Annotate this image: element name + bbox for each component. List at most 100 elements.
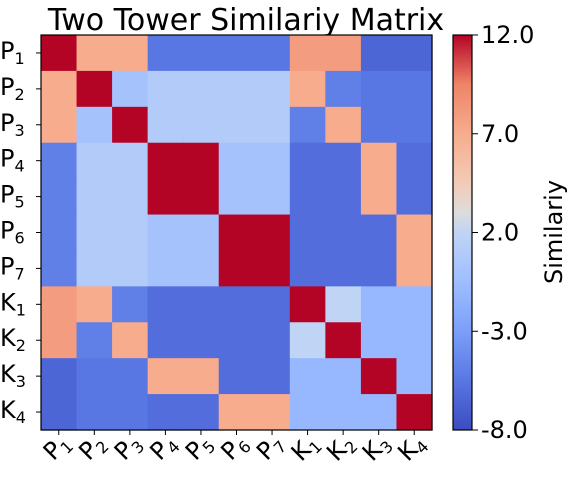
heatmap-cell-r8-c3 (112, 286, 149, 323)
colorbar-tick-label: 7.0 (481, 120, 519, 148)
heatmap-cell-r8-c2 (76, 286, 113, 323)
row-label-k3: K3 (0, 360, 26, 391)
heatmap-cell-r9-c8 (289, 322, 326, 359)
heatmap-cell-r5-c9 (325, 178, 362, 216)
heatmap-cell-r2-c1 (41, 70, 78, 108)
heatmap-cell-r9-c6 (218, 322, 255, 359)
heatmap-cell-r2-c9 (325, 70, 362, 108)
heatmap-cell-r1-c11 (396, 35, 433, 72)
chart-title: Two Tower Similariy Matrix (47, 3, 444, 38)
column-label-k1: K1 (286, 428, 326, 468)
heatmap-cell-r9-c1 (41, 322, 78, 359)
heatmap-cell-r1-c3 (112, 35, 149, 72)
heatmap-cell-r10-c5 (183, 358, 220, 395)
heatmap-cell-r10-c1 (41, 358, 78, 395)
heatmap-cell-r7-c5 (183, 250, 220, 287)
heatmap-cell-r8-c7 (254, 286, 291, 323)
heatmap-cell-r11-c5 (183, 394, 220, 431)
heatmap-cell-r9-c5 (183, 322, 220, 359)
heatmap-cell-r10-c9 (325, 358, 362, 395)
column-label-k2: K2 (321, 428, 361, 468)
heatmap-cell-r3-c2 (76, 106, 113, 144)
heatmap-cell-r6-c1 (41, 214, 78, 252)
heatmap-cell-r9-c2 (76, 322, 113, 359)
heatmap-cell-r5-c1 (41, 178, 78, 216)
row-label-p3: P3 (0, 109, 25, 140)
heatmap-cell-r3-c6 (218, 106, 255, 144)
heatmap-cell-r3-c3 (112, 106, 149, 144)
heatmap-cell-r9-c3 (112, 322, 149, 359)
heatmap-cell-r10-c11 (396, 358, 433, 395)
heatmap-cell-r2-c4 (147, 70, 184, 108)
heatmap-cell-r10-c4 (147, 358, 184, 395)
heatmap-cell-r1-c2 (76, 35, 113, 72)
heatmap-cell-r4-c2 (76, 142, 113, 180)
colorbar-tick-label: -8.0 (481, 416, 528, 444)
heatmap-cell-r3-c5 (183, 106, 220, 144)
heatmap-cell-r5-c7 (254, 178, 291, 216)
heatmap-cell-r1-c8 (289, 35, 326, 72)
heatmap-cell-r10-c8 (289, 358, 326, 395)
colorbar-tick-label: 12.0 (481, 21, 534, 49)
heatmap-cell-r2-c6 (218, 70, 255, 108)
heatmap-cell-r7-c10 (360, 250, 398, 287)
heatmap-cell-r7-c8 (289, 250, 326, 287)
heatmap-cell-r5-c5 (183, 178, 220, 216)
column-label-p3: P3 (109, 428, 148, 467)
heatmap-cell-r4-c6 (218, 142, 255, 180)
heatmap-cell-r8-c10 (360, 286, 398, 323)
heatmap-cell-r7-c7 (254, 250, 291, 287)
heatmap-cell-r11-c6 (218, 394, 255, 431)
heatmap-cell-r4-c1 (41, 142, 78, 180)
heatmap-cell-r7-c11 (396, 250, 433, 287)
row-label-p6: P6 (0, 217, 25, 248)
column-label-p5: P5 (180, 428, 219, 467)
heatmap-cell-r8-c5 (183, 286, 220, 323)
row-label-p1: P1 (0, 37, 25, 68)
heatmap-cell-r6-c11 (396, 214, 433, 252)
heatmap-cell-r11-c3 (112, 394, 149, 431)
heatmap-cell-r1-c7 (254, 35, 291, 72)
heatmap-cell-r8-c9 (325, 286, 362, 323)
heatmap-cell-r6-c6 (218, 214, 255, 252)
heatmap-cell-r6-c10 (360, 214, 398, 252)
column-label-p4: P4 (144, 428, 183, 467)
heatmap-cell-r9-c7 (254, 322, 291, 359)
heatmap-cell-r2-c7 (254, 70, 291, 108)
heatmap-cell-r11-c4 (147, 394, 184, 431)
heatmap-cell-r7-c9 (325, 250, 362, 287)
heatmap-cell-r8-c1 (41, 286, 78, 323)
colorbar (452, 34, 473, 431)
heatmap-cell-r5-c8 (289, 178, 326, 216)
heatmap-cell-r11-c10 (360, 394, 398, 431)
column-label-p2: P2 (73, 428, 112, 467)
row-label-p2: P2 (0, 73, 25, 104)
heatmap-cell-r7-c6 (218, 250, 255, 287)
heatmap-cell-r2-c5 (183, 70, 220, 108)
heatmap-cell-r2-c11 (396, 70, 433, 108)
heatmap-cell-r8-c8 (289, 286, 326, 323)
heatmap-cell-r11-c11 (396, 394, 433, 431)
heatmap-cell-r6-c3 (112, 214, 149, 252)
column-label-p6: P6 (215, 428, 254, 467)
heatmap-cell-r9-c4 (147, 322, 184, 359)
heatmap-cell-r9-c11 (396, 322, 433, 359)
row-label-p7: P7 (0, 252, 25, 283)
heatmap-cell-r8-c4 (147, 286, 184, 323)
heatmap-cell-r4-c5 (183, 142, 220, 180)
heatmap-cell-r8-c11 (396, 286, 433, 323)
colorbar-tick-label: -3.0 (481, 317, 528, 345)
heatmap-cell-r11-c9 (325, 394, 362, 431)
heatmap-cell-r7-c4 (147, 250, 184, 287)
heatmap-cells (41, 35, 433, 431)
heatmap-cell-r11-c1 (41, 394, 78, 431)
row-label-p4: P4 (0, 145, 25, 176)
row-label-p5: P5 (0, 181, 25, 212)
heatmap-cell-r3-c1 (41, 106, 78, 144)
heatmap-cell-r1-c1 (41, 35, 78, 72)
colorbar-label: Similariy (540, 180, 568, 284)
heatmap-cell-r4-c11 (396, 142, 433, 180)
heatmap-cell-r11-c8 (289, 394, 326, 431)
heatmap-cell-r7-c2 (76, 250, 113, 287)
